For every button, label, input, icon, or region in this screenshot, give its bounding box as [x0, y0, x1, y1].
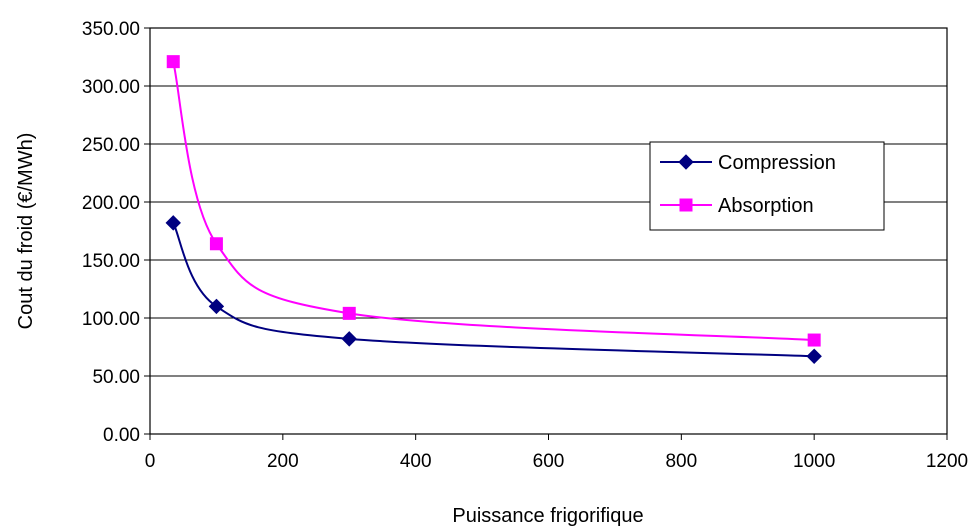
series-layer [165, 55, 822, 364]
legend-label-absorption: Absorption [718, 195, 814, 217]
y-tick-label: 300.00 [82, 77, 140, 98]
x-tick-label: 600 [533, 451, 565, 472]
axes: 0.00 50.00 100.00 150.00 200.00 250.00 300.00 3… [82, 19, 968, 472]
y-axis-title: Cout du froid (€/MWh) [15, 133, 37, 330]
y-tick-label: 100.00 [82, 309, 140, 330]
legend-marker-absorption [679, 198, 693, 212]
plot-area [149, 27, 948, 435]
data-point-compression [208, 298, 225, 315]
legend-box [649, 141, 885, 231]
y-tick-label: 200.00 [82, 193, 140, 214]
data-point-compression [806, 348, 822, 364]
x-axis-title: Puissance frigorifique [452, 505, 643, 527]
y-tick-label: 50.00 [92, 367, 140, 388]
series-absorption [166, 55, 821, 347]
data-point-absorption [342, 306, 356, 320]
data-point-compression [341, 331, 357, 347]
series-line-compression [172, 222, 815, 358]
data-point-absorption [209, 237, 223, 251]
x-tick-label: 400 [400, 451, 432, 472]
legend: Compression Absorption [649, 141, 885, 231]
data-point-absorption [807, 333, 821, 347]
y-tick-label: 250.00 [82, 135, 140, 156]
data-point-absorption [166, 55, 180, 69]
x-tick-label: 200 [267, 451, 299, 472]
y-tick-label: 150.00 [82, 251, 140, 272]
gridlines [150, 27, 947, 377]
y-tick-label: 0.00 [103, 425, 140, 446]
legend-entries: Compression Absorption [660, 152, 836, 217]
legend-label-compression: Compression [718, 152, 836, 174]
x-tick-label: 1200 [926, 451, 968, 472]
x-tick-label: 800 [665, 451, 697, 472]
data-point-compression [165, 215, 181, 231]
x-tick-label: 1000 [793, 451, 835, 472]
legend-marker-compression [678, 154, 694, 170]
series-compression [165, 215, 822, 364]
y-tick-label: 350.00 [82, 19, 140, 40]
x-tick-label: 0 [145, 451, 156, 472]
series-line-absorption [172, 61, 815, 342]
